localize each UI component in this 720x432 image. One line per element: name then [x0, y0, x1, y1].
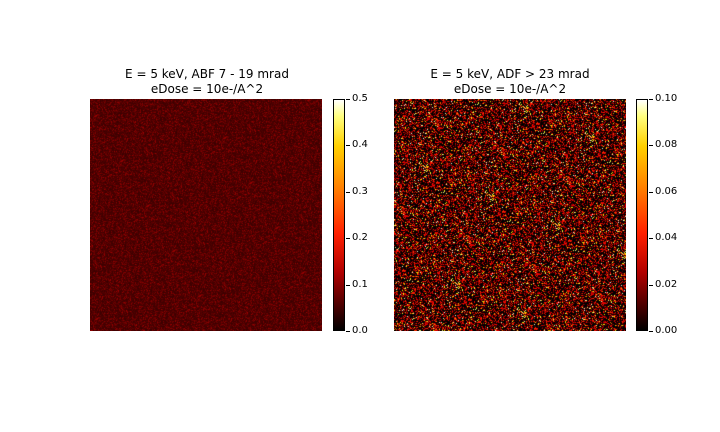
adf-colorbar-tick: 0.04	[648, 232, 678, 243]
adf-title-line1: E = 5 keV, ADF > 23 mrad	[430, 67, 590, 81]
adf-colorbar	[636, 99, 648, 331]
adf-colorbar-tick: 0.06	[648, 186, 678, 197]
abf-colorbar-tick: 0.5	[346, 93, 368, 104]
abf-colorbar-tick: 0.0	[346, 325, 368, 336]
abf-title-line2: eDose = 10e-/A^2	[150, 82, 264, 96]
adf-colorbar-tick: 0.08	[648, 139, 678, 150]
adf-colorbar-tick: 0.02	[648, 279, 678, 290]
abf-colorbar-tick: 0.4	[346, 139, 368, 150]
abf-title: E = 5 keV, ABF 7 - 19 mrad eDose = 10e-/…	[57, 67, 357, 97]
abf-colorbar-tick: 0.1	[346, 279, 368, 290]
adf-title-line2: eDose = 10e-/A^2	[453, 82, 567, 96]
abf-colorbar	[333, 99, 345, 331]
adf-heatmap	[394, 99, 626, 331]
abf-title-line1: E = 5 keV, ABF 7 - 19 mrad	[125, 67, 289, 81]
adf-colorbar-tick: 0.00	[648, 325, 678, 336]
adf-colorbar-tick: 0.10	[648, 93, 678, 104]
abf-heatmap	[90, 99, 322, 331]
abf-colorbar-tick: 0.2	[346, 232, 368, 243]
adf-title: E = 5 keV, ADF > 23 mrad eDose = 10e-/A^…	[360, 67, 660, 97]
abf-colorbar-tick: 0.3	[346, 186, 368, 197]
